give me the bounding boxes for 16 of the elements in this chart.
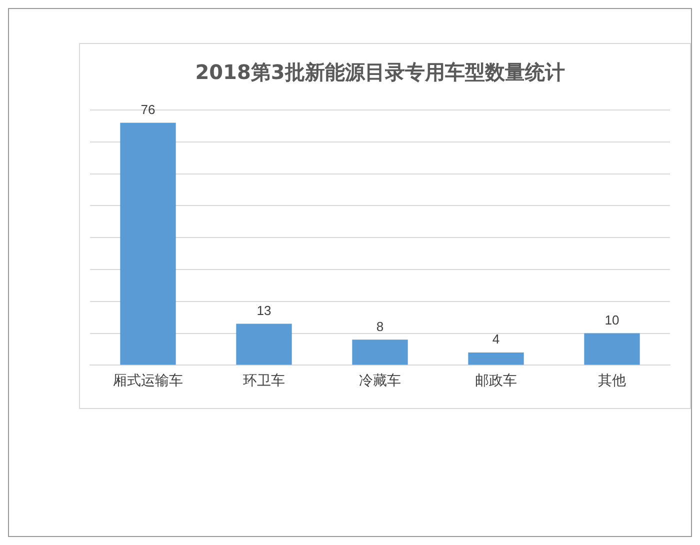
bar xyxy=(120,122,176,365)
data-label: 4 xyxy=(492,332,500,347)
data-label: 13 xyxy=(256,302,272,318)
bar xyxy=(584,333,640,365)
data-label: 10 xyxy=(604,312,620,328)
bar xyxy=(468,352,524,365)
x-tick-label: 冷藏车 xyxy=(359,373,401,390)
x-tick-label: 环卫车 xyxy=(243,373,285,390)
chart-title: 2018第3批新能源目录专用车型数量统计 xyxy=(195,60,565,84)
data-label: 8 xyxy=(376,318,384,334)
x-tick-label: 厢式运输车 xyxy=(113,373,183,390)
x-tick-label: 邮政车 xyxy=(475,373,517,390)
x-tick-label: 其他 xyxy=(598,373,626,390)
bar xyxy=(352,340,408,365)
data-label: 76 xyxy=(140,102,156,117)
bar xyxy=(236,324,292,365)
